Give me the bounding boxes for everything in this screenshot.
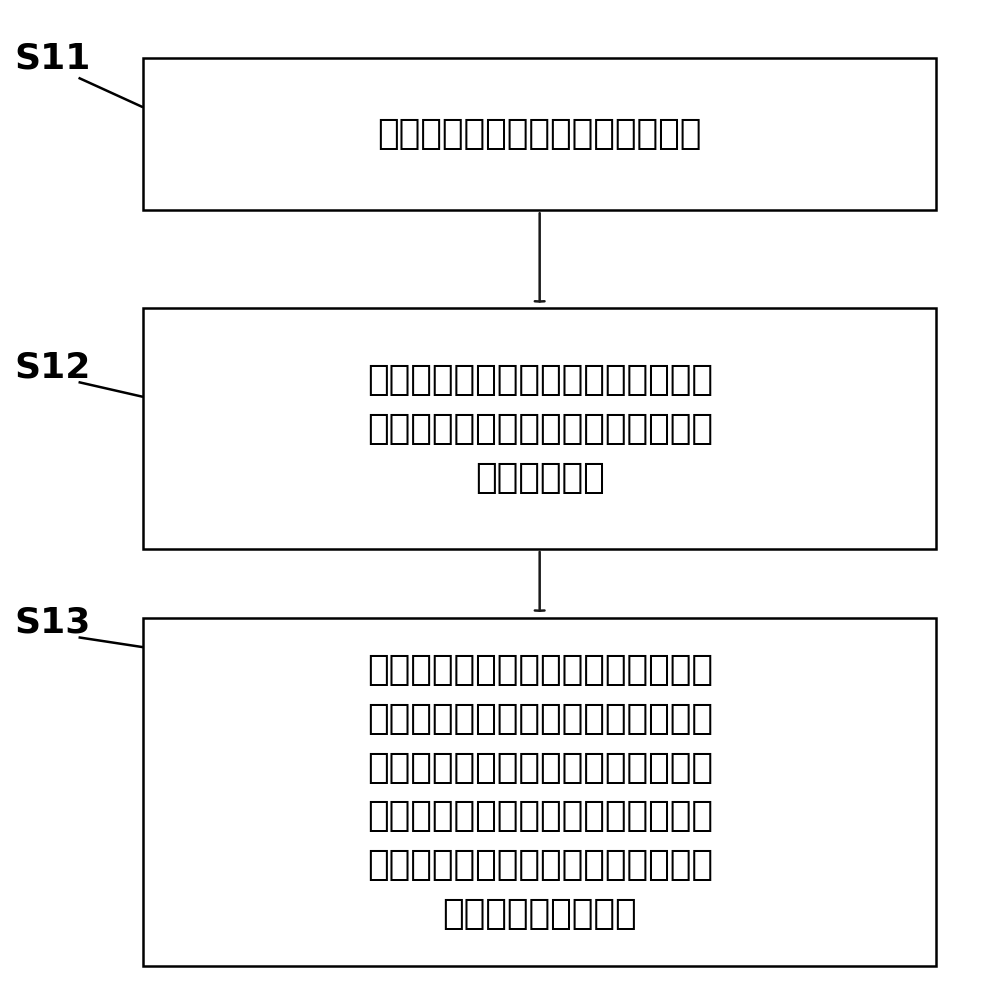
Text: 检测所述混动汽车的电池包的温度: 检测所述混动汽车的电池包的温度 (377, 117, 702, 151)
Bar (143, 58, 936, 210)
Text: 在判断所述请求扭矩大于所述电机可
输出的最大扭矩时，控制所述电机以
最大扭矩输出，并控制所述混动汽车
的发动机输出所述请求扭矩与所述电
机可输出的最大扭矩的差的: 在判断所述请求扭矩大于所述电机可 输出的最大扭矩时，控制所述电机以 最大扭矩输出… (367, 652, 713, 931)
Text: S12: S12 (14, 350, 90, 384)
Text: S11: S11 (14, 42, 90, 75)
Bar (143, 309, 936, 549)
Text: S13: S13 (14, 606, 90, 640)
Bar (143, 618, 936, 966)
Text: 在检测到所述电池包的温度小于预设
温度时，检测所述混动汽车的加速踏
板的请求扭矩: 在检测到所述电池包的温度小于预设 温度时，检测所述混动汽车的加速踏 板的请求扭矩 (367, 363, 713, 495)
